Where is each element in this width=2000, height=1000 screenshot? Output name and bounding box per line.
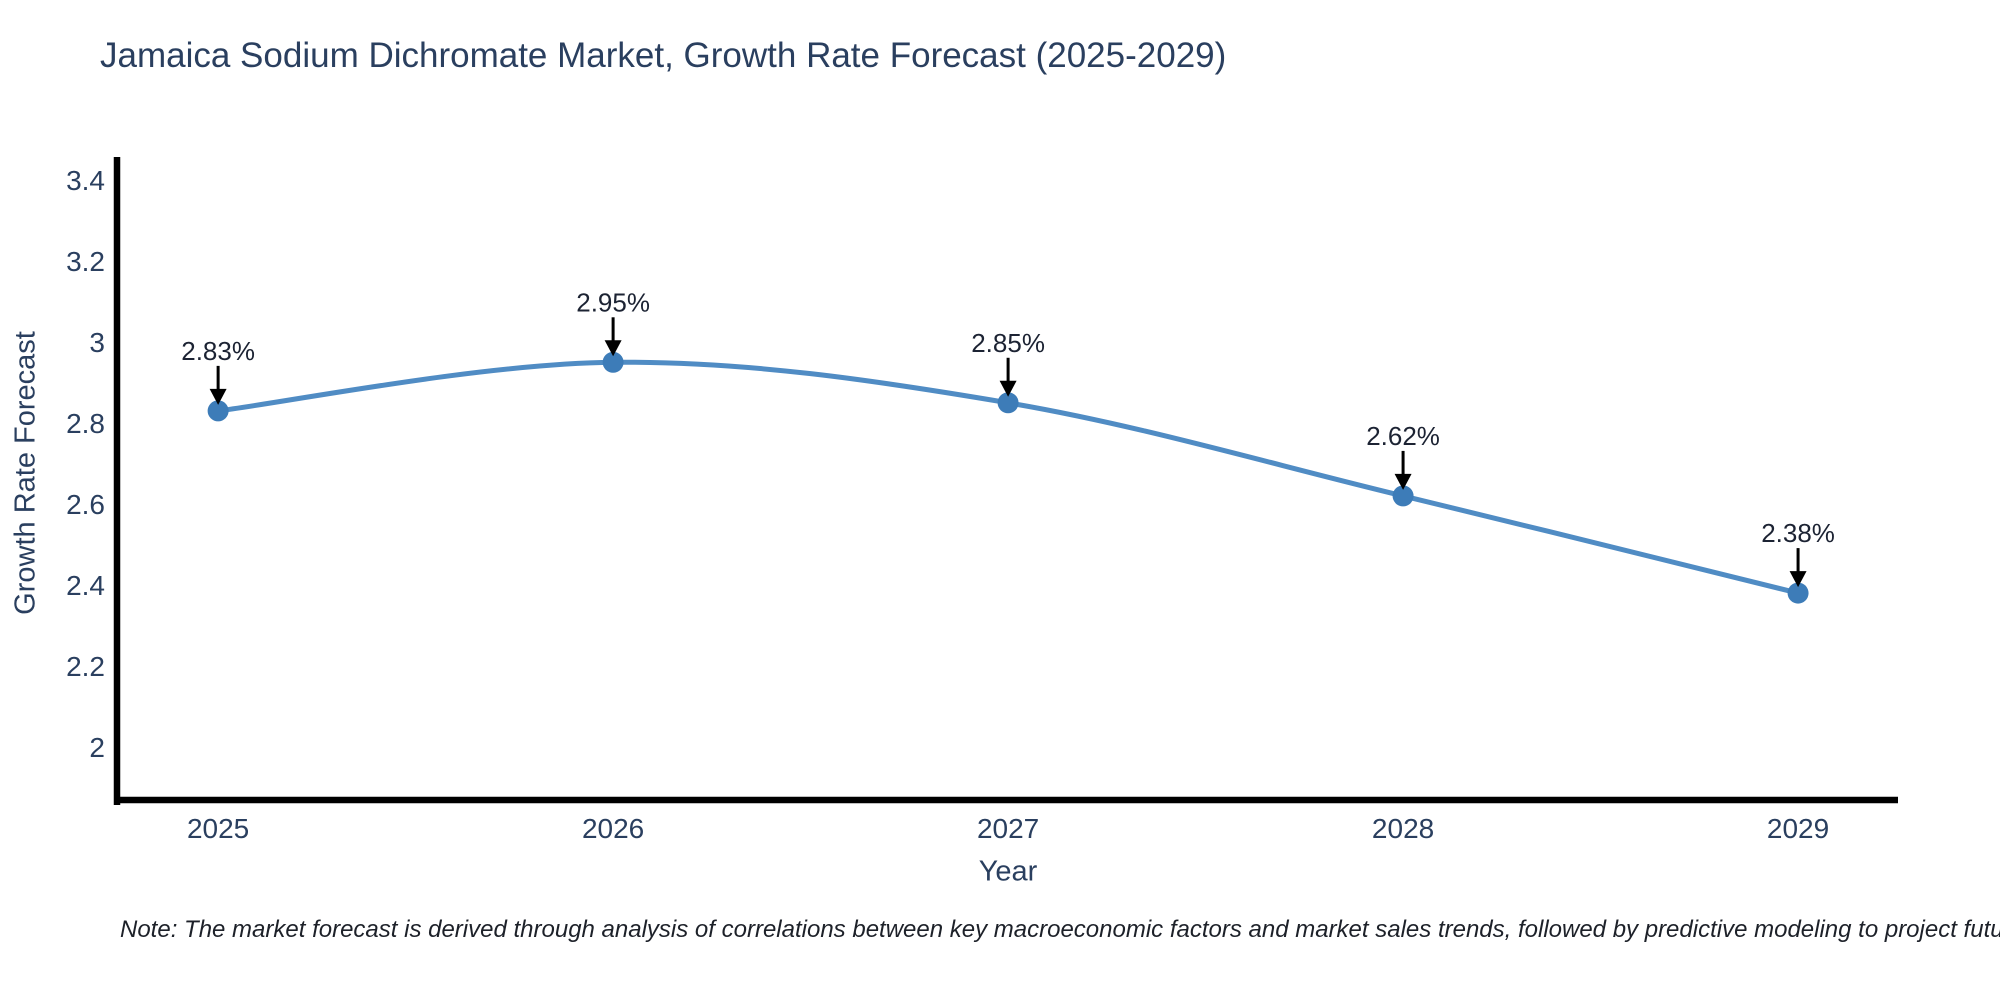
annotation-label: 2.85% <box>971 328 1045 358</box>
annotation-label: 2.83% <box>181 336 255 366</box>
y-tick-label: 2.4 <box>66 570 105 601</box>
y-tick-label: 2.8 <box>66 408 105 439</box>
y-tick-label: 3.4 <box>66 165 105 196</box>
x-tick-label: 2029 <box>1767 813 1829 844</box>
y-axis-title: Growth Rate Forecast <box>9 331 42 615</box>
y-tick-label: 3.2 <box>66 246 105 277</box>
annotation-arrow-head <box>1789 571 1807 588</box>
annotation-arrow-head <box>604 340 622 357</box>
data-point-marker-2025 <box>207 400 229 422</box>
x-axis-title: Year <box>978 855 1038 888</box>
annotation-label: 2.95% <box>576 287 650 317</box>
data-point-marker-2027 <box>997 392 1019 414</box>
annotation-arrow-head <box>1394 473 1412 490</box>
annotation-label: 2.62% <box>1366 421 1440 451</box>
x-tick-label: 2026 <box>582 813 644 844</box>
footnote: Note: The market forecast is derived thr… <box>120 916 2000 943</box>
annotation-label: 2.38% <box>1761 518 1835 548</box>
chart-title: Jamaica Sodium Dichromate Market, Growth… <box>100 36 1227 75</box>
y-tick-label: 2.2 <box>66 651 105 682</box>
x-tick-label: 2027 <box>977 813 1039 844</box>
y-tick-label: 2 <box>89 732 105 763</box>
data-point-marker-2029 <box>1787 582 1809 604</box>
x-tick-label: 2028 <box>1372 813 1434 844</box>
x-tick-label: 2025 <box>187 813 249 844</box>
y-tick-label: 2.6 <box>66 489 105 520</box>
annotation-arrow-head <box>209 388 227 405</box>
data-point-marker-2026 <box>602 351 624 373</box>
y-tick-label: 3 <box>89 327 105 358</box>
data-point-marker-2028 <box>1392 485 1414 507</box>
annotation-arrow-head <box>999 380 1017 397</box>
